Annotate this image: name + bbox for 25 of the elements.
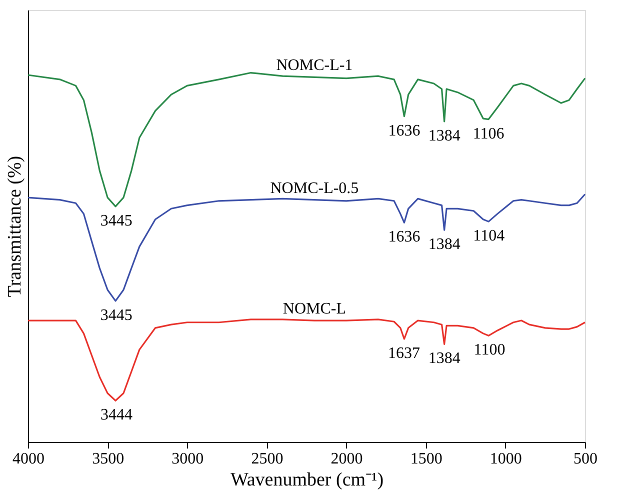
annotation: 3444 bbox=[100, 406, 132, 424]
series-label: NOMC-L-1 bbox=[276, 57, 353, 74]
series-label: NOMC-L-0.5 bbox=[270, 180, 359, 197]
x-tick-label: 4000 bbox=[12, 450, 44, 468]
annotation: 1384 bbox=[428, 236, 460, 254]
annotation: 1384 bbox=[428, 350, 460, 368]
annotation: 1637 bbox=[388, 344, 420, 362]
annotation: 3445 bbox=[100, 212, 132, 230]
annotation: 1104 bbox=[473, 228, 505, 245]
x-tick-label: 1500 bbox=[410, 450, 442, 468]
annotation: 1636 bbox=[388, 228, 420, 246]
x-tick-label: 3500 bbox=[92, 450, 124, 468]
x-tick-label: 2000 bbox=[330, 450, 363, 468]
annotation: 1384 bbox=[428, 128, 460, 145]
series-label: NOMC-L bbox=[282, 300, 346, 318]
annotation: 1636 bbox=[388, 122, 420, 140]
x-axis-title: Wavenumber (cm⁻¹) bbox=[230, 470, 384, 490]
x-tick-label: 1000 bbox=[490, 450, 522, 468]
x-tick-label: 3000 bbox=[172, 450, 204, 468]
annotation: 3445 bbox=[100, 306, 132, 324]
annotation: 1106 bbox=[472, 125, 504, 142]
x-tick-label: 500 bbox=[574, 450, 598, 468]
y-axis-title: Transmittance (%) bbox=[4, 156, 26, 298]
x-tick-label: 2500 bbox=[251, 450, 284, 468]
annotation: 1100 bbox=[474, 342, 506, 359]
